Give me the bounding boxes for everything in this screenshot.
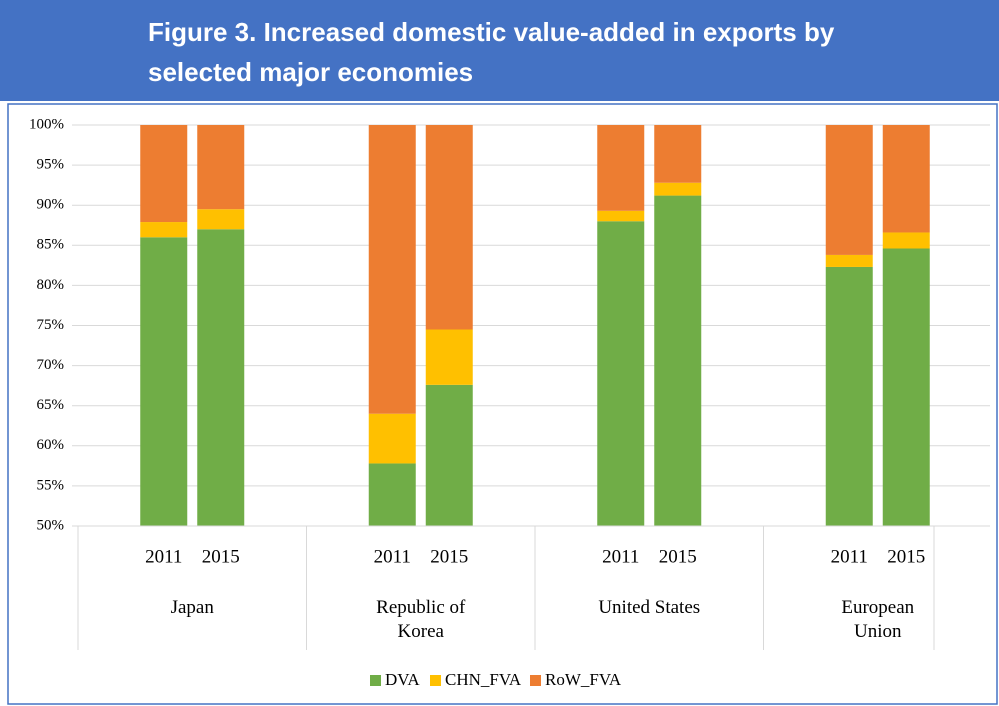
- group-label-box: Japan: [170, 597, 214, 618]
- x-tick-label: 2011: [145, 546, 182, 567]
- y-tick-label: 65%: [37, 397, 65, 413]
- bar-segment: [425, 384, 473, 526]
- y-tick-label: 85%: [37, 237, 65, 253]
- bar-segment: [654, 182, 702, 196]
- x-tick-label: 2011: [374, 546, 411, 567]
- bar-segment: [654, 125, 702, 183]
- group-label: Republic of Korea: [376, 597, 466, 642]
- bar-segment: [825, 125, 873, 255]
- bar-segment: [425, 329, 473, 385]
- x-tick-label: 2011: [602, 546, 639, 567]
- bar-segment: [140, 237, 188, 526]
- y-tick-label: 75%: [37, 317, 65, 333]
- bar-segment: [197, 125, 245, 210]
- x-tick-label: 2015: [659, 546, 697, 567]
- bar-segment: [825, 266, 873, 526]
- y-tick-label: 70%: [37, 357, 65, 373]
- bar-segment: [425, 125, 473, 330]
- group-label: United States: [598, 597, 701, 618]
- group-label: Japan: [170, 597, 214, 618]
- legend-swatch: [430, 675, 441, 686]
- group-label: European Union: [841, 597, 915, 642]
- bar-segment: [368, 413, 416, 464]
- group-label-box: European Union: [841, 597, 915, 642]
- bar-segment: [597, 210, 645, 222]
- bar-segment: [197, 209, 245, 230]
- y-tick-label: 90%: [37, 197, 65, 213]
- bar-segment: [597, 221, 645, 527]
- y-tick-label: 100%: [29, 116, 64, 132]
- x-tick-label: 2015: [887, 546, 925, 567]
- y-tick-label: 95%: [37, 157, 65, 173]
- title-banner: Figure 3. Increased domestic value-added…: [0, 0, 999, 101]
- x-tick-label: 2015: [430, 546, 468, 567]
- y-tick-label: 50%: [37, 517, 65, 533]
- bar-segment: [882, 232, 930, 249]
- bar-segment: [882, 125, 930, 233]
- chart-frame: [7, 103, 998, 705]
- bar-segment: [882, 248, 930, 526]
- bar-segment: [197, 229, 245, 526]
- group-label-box: Republic of Korea: [376, 597, 466, 642]
- bar-segment: [368, 125, 416, 414]
- legend-label: RoW_FVA: [545, 670, 622, 689]
- bar-segment: [140, 125, 188, 223]
- y-tick-label: 55%: [37, 477, 65, 493]
- bar-segment: [140, 222, 188, 238]
- chart-title: Figure 3. Increased domestic value-added…: [148, 17, 835, 87]
- x-tick-label: 2015: [202, 546, 240, 567]
- legend-swatch: [530, 675, 541, 686]
- x-tick-label: 2011: [831, 546, 868, 567]
- y-tick-label: 80%: [37, 277, 65, 293]
- legend-label: CHN_FVA: [445, 670, 522, 689]
- bar-segment: [825, 254, 873, 267]
- bar-segment: [654, 195, 702, 527]
- bar-segment: [597, 125, 645, 211]
- legend-swatch: [370, 675, 381, 686]
- y-tick-label: 60%: [37, 437, 65, 453]
- group-label-box: United States: [598, 597, 701, 618]
- bar-segment: [368, 463, 416, 526]
- legend-label: DVA: [385, 670, 420, 689]
